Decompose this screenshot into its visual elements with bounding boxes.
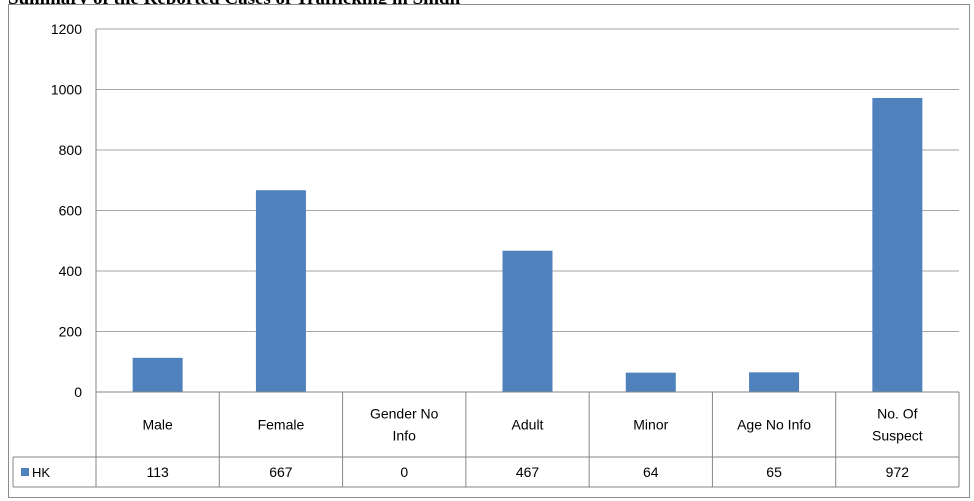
gridlines bbox=[96, 28, 959, 332]
axes: 0 200 400 600 800 1000 1200 bbox=[51, 21, 97, 487]
data-value: 467 bbox=[516, 464, 540, 480]
bar-chart: 0 200 400 600 800 1000 1200 Male 113 Female 667 Ge… bbox=[12, 21, 960, 488]
category-label: Male bbox=[142, 417, 173, 433]
category-label: No. Of Suspect bbox=[872, 406, 923, 444]
y-tick-label: 1000 bbox=[51, 82, 82, 98]
bar bbox=[255, 190, 306, 392]
y-tick-label: 600 bbox=[59, 203, 83, 219]
data-value: 972 bbox=[886, 464, 910, 480]
bar bbox=[502, 250, 553, 392]
data-value: 64 bbox=[643, 464, 659, 480]
category-label: Female bbox=[258, 417, 305, 433]
bar bbox=[625, 372, 676, 392]
y-tick-label: 0 bbox=[74, 384, 82, 400]
category-label: Age No Info bbox=[737, 417, 811, 433]
data-value: 113 bbox=[146, 464, 169, 480]
category-label: Adult bbox=[512, 417, 544, 433]
category-label: Gender No Info bbox=[370, 406, 439, 444]
legend-key bbox=[21, 468, 29, 476]
data-value: 667 bbox=[269, 464, 293, 480]
data-table: Male 113 Female 667 Gender No Info 0 Adult 467 Mi… bbox=[12, 391, 960, 488]
y-tick-label: 200 bbox=[59, 324, 83, 340]
y-tick-label: 1200 bbox=[51, 21, 82, 37]
bar bbox=[132, 357, 183, 392]
bar bbox=[872, 97, 923, 392]
legend-label: HK bbox=[32, 465, 50, 480]
y-tick-label: 800 bbox=[59, 142, 83, 158]
data-value: 65 bbox=[766, 464, 782, 480]
bar bbox=[749, 372, 800, 392]
chart-frame: 0 200 400 600 800 1000 1200 Male 113 Female 667 Ge… bbox=[8, 4, 970, 498]
category-label: Minor bbox=[633, 417, 668, 433]
y-tick-label: 400 bbox=[59, 263, 83, 279]
bars bbox=[132, 97, 923, 392]
data-value: 0 bbox=[400, 464, 408, 480]
